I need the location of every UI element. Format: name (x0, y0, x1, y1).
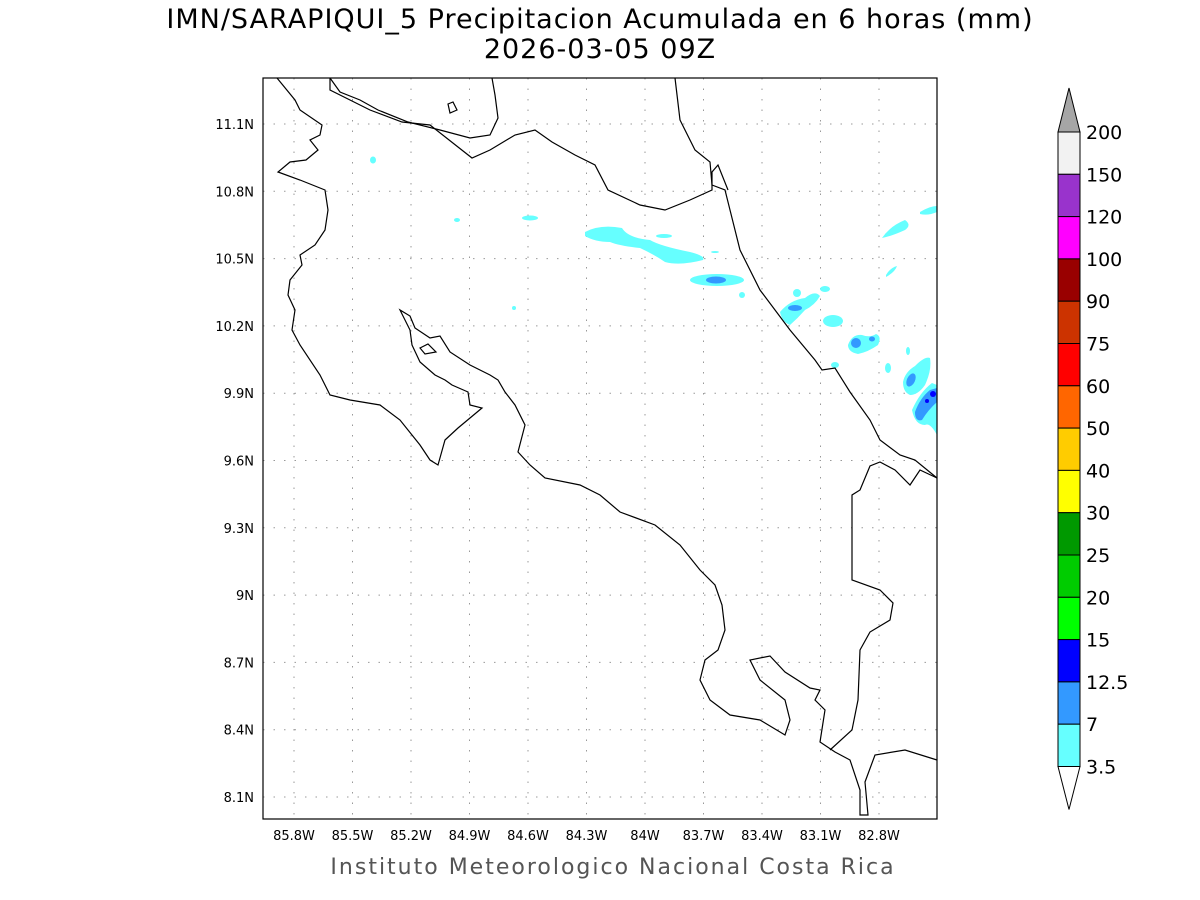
precip-area (793, 289, 801, 297)
precip-area (656, 234, 672, 238)
lon-tick-label: 82.8W (858, 829, 900, 844)
lat-tick-label: 10.5N (215, 253, 254, 268)
colorbar-label: 90 (1086, 291, 1110, 313)
colorbar-label: 25 (1086, 545, 1110, 567)
map-title: IMN/SARAPIQUI_5 Precipitacion Acumulada … (166, 4, 1034, 35)
colorbar-swatch (1057, 385, 1081, 429)
precip-area (831, 362, 839, 368)
colorbar-label: 7 (1086, 714, 1098, 736)
island (447, 101, 458, 114)
pacific-coast (276, 77, 938, 816)
precip-area (906, 373, 916, 387)
colorbar-label: 100 (1086, 249, 1122, 271)
lat-tick-label: 10.8N (215, 185, 254, 200)
colorbar-swatch (1057, 596, 1081, 641)
colorbar-label: 120 (1086, 207, 1122, 229)
precip-area (885, 363, 891, 373)
precip-area (370, 156, 376, 164)
credit-text: Instituto Meteorologico Nacional Costa R… (330, 855, 896, 880)
map-valid-time: 2026-03-05 09Z (483, 34, 717, 65)
colorbar-label: 15 (1086, 630, 1110, 652)
colorbar-label: 150 (1086, 164, 1122, 186)
lon-tick-label: 85.2W (390, 829, 432, 844)
colorbar-label: 200 (1086, 122, 1122, 144)
precip-area (820, 286, 830, 292)
precipitation-contours (370, 156, 937, 435)
precip-area (454, 218, 460, 222)
lat-tick-label: 11.1N (215, 118, 254, 133)
colorbar-label: 40 (1086, 460, 1110, 482)
precip-area (788, 305, 802, 311)
colorbar-swatch (1057, 427, 1081, 471)
lat-tick-label: 8.7N (224, 656, 254, 671)
latitude-axis: 11.1N 10.8N 10.5N 10.2N 9.9N 9.6N 9.3N 9N 8.7N 8.… (215, 118, 254, 806)
lat-tick-label: 8.1N (224, 791, 254, 806)
colorbar-under-triangle (1057, 766, 1081, 810)
precip-area (585, 226, 704, 264)
lat-tick-label: 8.4N (224, 724, 254, 739)
colorbar-swatch (1057, 173, 1081, 218)
colorbar-swatch (1057, 131, 1081, 175)
gridlines (263, 78, 937, 819)
lon-tick-label: 83.1W (800, 829, 842, 844)
colorbar-swatch (1057, 216, 1081, 260)
lon-tick-label: 84.3W (566, 829, 608, 844)
precip-area (920, 206, 937, 215)
colorbar-swatch (1057, 681, 1081, 725)
lon-tick-label: 84.6W (507, 829, 549, 844)
lon-tick-label: 85.5W (332, 829, 374, 844)
colorbar-over-triangle (1057, 87, 1081, 133)
colorbar-swatch (1057, 723, 1081, 768)
lon-tick-label: 85.8W (273, 829, 315, 844)
precip-area (711, 251, 719, 253)
precip-area (739, 292, 745, 298)
colorbar-label: 30 (1086, 503, 1110, 525)
lon-tick-label: 84W (630, 829, 660, 844)
precip-area (706, 276, 726, 284)
precip-area (522, 215, 538, 221)
colorbar-swatch (1057, 512, 1081, 556)
colorbar-label: 75 (1086, 334, 1110, 356)
precip-area (886, 266, 897, 277)
precip-area (930, 391, 936, 397)
lat-tick-label: 9.6N (224, 455, 254, 470)
lon-tick-label: 84.9W (449, 829, 491, 844)
colorbar-label: 3.5 (1086, 757, 1116, 779)
colorbar-swatch (1057, 469, 1081, 514)
colorbar-label: 60 (1086, 376, 1110, 398)
colorbar-label: 20 (1086, 587, 1110, 609)
lat-tick-label: 9.3N (224, 522, 254, 537)
precip-area (823, 315, 843, 327)
nicaragua-border (329, 78, 729, 211)
colorbar-legend: 200 150 120 100 90 75 60 50 40 30 25 20 15 12.5 7 3.5 (1057, 87, 1128, 810)
colorbar-swatch (1057, 258, 1081, 302)
precip-area (512, 306, 516, 310)
colorbar-label: 50 (1086, 418, 1110, 440)
colorbar-swatch (1057, 554, 1081, 598)
lon-tick-label: 83.4W (741, 829, 783, 844)
precip-area (882, 220, 909, 238)
precip-area (925, 399, 929, 403)
lat-tick-label: 9N (236, 589, 254, 604)
colorbar-label: 12.5 (1086, 672, 1128, 694)
precip-area (851, 338, 861, 348)
lat-tick-label: 9.9N (224, 387, 254, 402)
precip-area (869, 336, 875, 342)
panama-border (829, 461, 938, 751)
map-frame (262, 77, 938, 820)
lon-tick-label: 83.7W (683, 829, 725, 844)
colorbar-swatch (1057, 343, 1081, 387)
longitude-axis: 85.8W 85.5W 85.2W 84.9W 84.6W 84.3W 84W 83.7W 83… (273, 829, 900, 844)
coastlines-borders (276, 77, 938, 816)
colorbar-swatch (1057, 639, 1081, 683)
lake-nicaragua-shore (329, 77, 499, 139)
colorbar-swatch (1057, 300, 1081, 345)
gulf-island (419, 343, 438, 355)
caribbean-coast (674, 77, 938, 479)
lat-tick-label: 10.2N (215, 320, 254, 335)
precip-area (906, 347, 910, 355)
